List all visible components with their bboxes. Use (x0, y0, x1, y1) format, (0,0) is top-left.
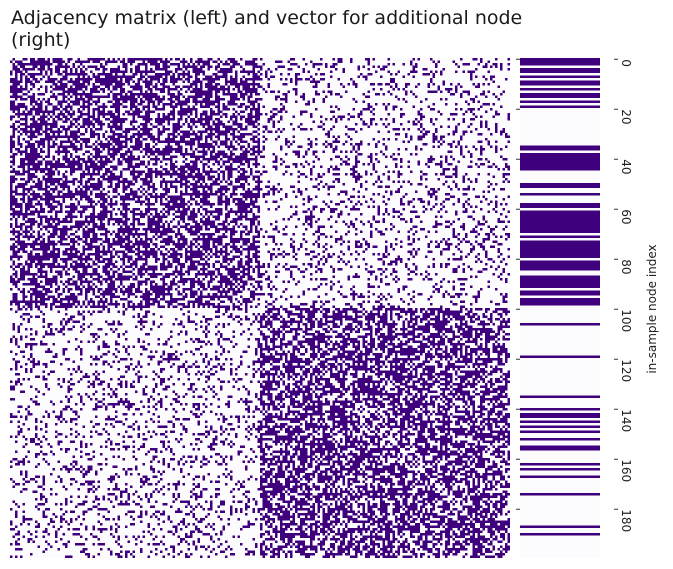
vector-bar-26 (520, 425, 600, 428)
vector-bar-9 (520, 153, 600, 171)
ytick-label-60: 60 (619, 209, 633, 224)
vector-bar-15 (520, 240, 600, 258)
vector-bar-6 (520, 100, 600, 103)
y-axis-label: in-sample node index (645, 244, 659, 373)
vector-bar-8 (520, 145, 600, 151)
ytick-label-0: 0 (619, 59, 633, 67)
vector-bar-32 (520, 475, 600, 478)
vector-bar-10 (520, 183, 600, 188)
vector-bar-12 (520, 203, 600, 208)
ytick-label-160: 160 (619, 459, 633, 482)
vector-bar-16 (520, 260, 600, 271)
vector-bar-34 (520, 525, 600, 528)
vector-bar-31 (520, 468, 600, 471)
ytick-label-120: 120 (619, 359, 633, 382)
vector-bar-14 (520, 235, 600, 238)
vector-bar-25 (520, 420, 600, 423)
vector-bar-28 (520, 438, 600, 441)
vector-bar-27 (520, 430, 600, 433)
vector-bar-18 (520, 290, 600, 296)
ytick-label-180: 180 (619, 509, 633, 532)
matrix-cells (10, 58, 510, 558)
ytick-label-20: 20 (619, 109, 633, 124)
vector-bar-0 (520, 58, 600, 66)
ytick-label-140: 140 (619, 409, 633, 432)
vector-bar-1 (520, 68, 600, 73)
vector-bar-33 (520, 493, 600, 496)
vector-bar-11 (520, 193, 600, 196)
vector-bar-13 (520, 210, 600, 233)
vector-bar-24 (520, 413, 600, 418)
vector-bar-2 (520, 75, 600, 78)
ytick-label-100: 100 (619, 309, 633, 332)
vector-bar-29 (520, 445, 600, 451)
ytick-label-40: 40 (619, 159, 633, 174)
vector-bar-21 (520, 355, 600, 358)
adjacency-matrix-heatmap (10, 58, 510, 558)
additional-node-vector-heatmap: 0 20 40 60 80 100 120 140 160 180 in-sample node i… (516, 58, 659, 558)
vector-bar-3 (520, 80, 600, 86)
vector-bar-5 (520, 93, 600, 98)
vector-bar-7 (520, 105, 600, 108)
vector-bar-22 (520, 395, 600, 398)
ytick-label-80: 80 (619, 259, 633, 274)
vector-bar-4 (520, 88, 600, 91)
chart-title: Adjacency matrix (left) and vector for a… (11, 7, 523, 51)
vector-bar-23 (520, 408, 600, 411)
vector-bar-20 (520, 323, 600, 326)
vector-bar-17 (520, 275, 600, 288)
vector-bar-19 (520, 298, 600, 306)
vector-bar-35 (520, 533, 600, 536)
vector-bar-30 (520, 463, 600, 466)
vector-background (520, 58, 600, 558)
